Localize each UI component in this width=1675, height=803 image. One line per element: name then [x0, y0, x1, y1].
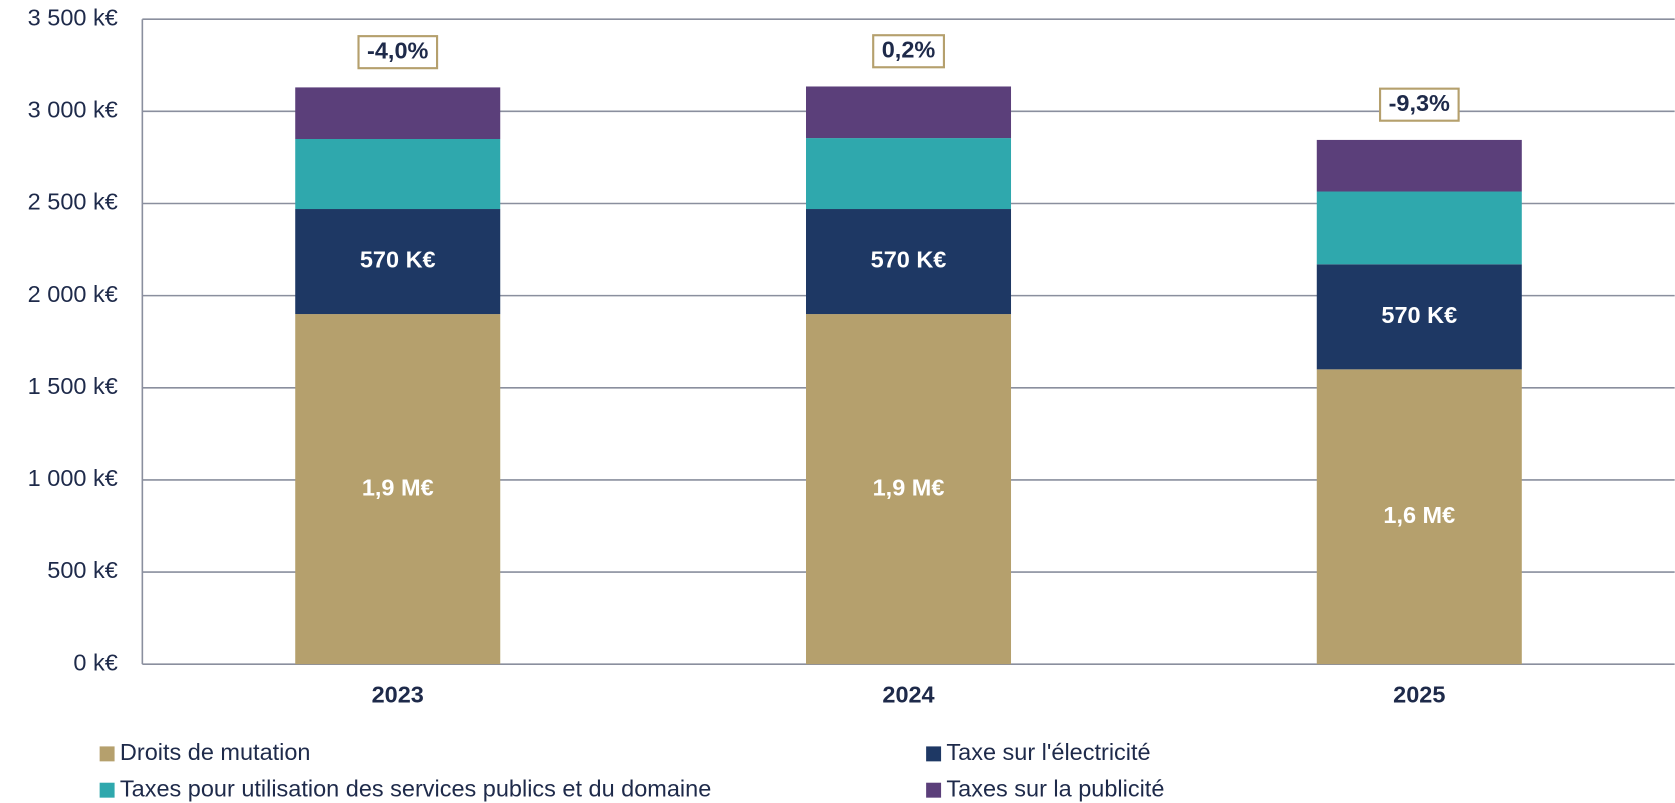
bar-segment: [805, 86, 1012, 139]
bar-segment: [1316, 264, 1522, 370]
bar-segment: [295, 138, 501, 210]
y-tick-label: 2 500 k€: [28, 189, 118, 215]
data-label: 1,6 M€: [1383, 502, 1455, 528]
annotation: -9,3%: [1389, 90, 1450, 116]
annotation-box: [1378, 87, 1460, 122]
y-tick-label: 0 k€: [73, 649, 117, 675]
bar-segment: [1316, 139, 1522, 192]
legend-label: Taxes sur la publicité: [946, 775, 1164, 801]
y-tick-label: 1 000 k€: [28, 465, 118, 491]
y-tick-label: 3 500 k€: [28, 4, 118, 30]
bar-segment: [295, 87, 501, 139]
legend-label: Droits de mutation: [120, 739, 311, 765]
legend-swatch: [926, 746, 942, 762]
data-label: 570 K€: [1381, 302, 1457, 328]
annotation-box: [357, 35, 439, 70]
bar-segment: [295, 314, 501, 665]
legend-label: Taxe sur l'électricité: [946, 739, 1150, 765]
legend-swatch: [926, 782, 942, 798]
data-label: 570 K€: [871, 247, 947, 273]
x-tick-label: 2024: [882, 681, 934, 707]
data-label: 570 K€: [360, 247, 436, 273]
data-label: 1,9 M€: [873, 474, 945, 500]
bar-segment: [1316, 191, 1522, 265]
annotation: 0,2%: [882, 36, 936, 62]
legend-swatch: [99, 782, 115, 798]
bar-segment: [805, 314, 1012, 665]
bar-segment: [805, 209, 1012, 315]
legend-swatch: [99, 746, 115, 762]
x-tick-label: 2023: [372, 681, 424, 707]
bar-segment: [295, 209, 501, 315]
legend-label: Taxes pour utilisation des services publ…: [120, 775, 711, 801]
annotation: -4,0%: [367, 37, 428, 63]
y-tick-label: 2 000 k€: [28, 281, 118, 307]
y-tick-label: 3 000 k€: [28, 97, 118, 123]
data-label: 1,9 M€: [362, 474, 434, 500]
x-tick-label: 2025: [1393, 681, 1445, 707]
annotation-box: [872, 34, 946, 69]
bar-segment: [805, 138, 1012, 210]
y-tick-label: 1 500 k€: [28, 373, 118, 399]
y-tick-label: 500 k€: [47, 557, 118, 583]
bar-segment: [1316, 369, 1522, 665]
